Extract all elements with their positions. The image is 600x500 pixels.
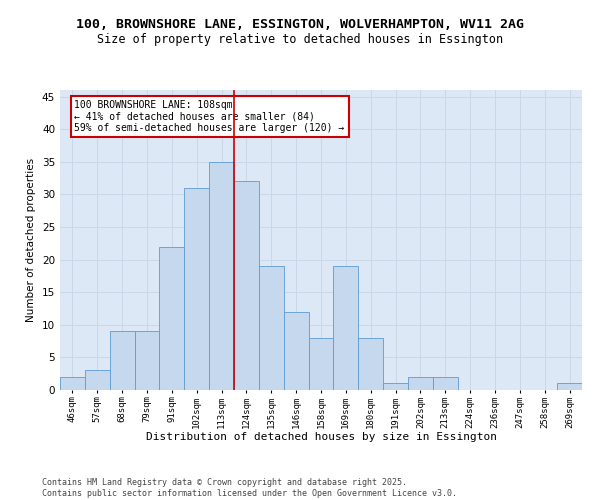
Bar — [557, 384, 582, 390]
Bar — [408, 377, 433, 390]
Bar — [160, 246, 184, 390]
Bar — [358, 338, 383, 390]
Bar — [433, 377, 458, 390]
Text: Contains HM Land Registry data © Crown copyright and database right 2025.
Contai: Contains HM Land Registry data © Crown c… — [42, 478, 457, 498]
Bar — [85, 370, 110, 390]
Text: 100, BROWNSHORE LANE, ESSINGTON, WOLVERHAMPTON, WV11 2AG: 100, BROWNSHORE LANE, ESSINGTON, WOLVERH… — [76, 18, 524, 30]
Bar — [209, 162, 234, 390]
Y-axis label: Number of detached properties: Number of detached properties — [26, 158, 37, 322]
Bar — [383, 384, 408, 390]
Bar — [110, 332, 134, 390]
Text: 100 BROWNSHORE LANE: 108sqm
← 41% of detached houses are smaller (84)
59% of sem: 100 BROWNSHORE LANE: 108sqm ← 41% of det… — [74, 100, 344, 133]
Bar — [308, 338, 334, 390]
Bar — [284, 312, 308, 390]
Bar — [184, 188, 209, 390]
Text: Size of property relative to detached houses in Essington: Size of property relative to detached ho… — [97, 32, 503, 46]
Bar — [259, 266, 284, 390]
Bar — [234, 182, 259, 390]
Bar — [134, 332, 160, 390]
Bar — [60, 377, 85, 390]
Text: Distribution of detached houses by size in Essington: Distribution of detached houses by size … — [146, 432, 497, 442]
Bar — [334, 266, 358, 390]
